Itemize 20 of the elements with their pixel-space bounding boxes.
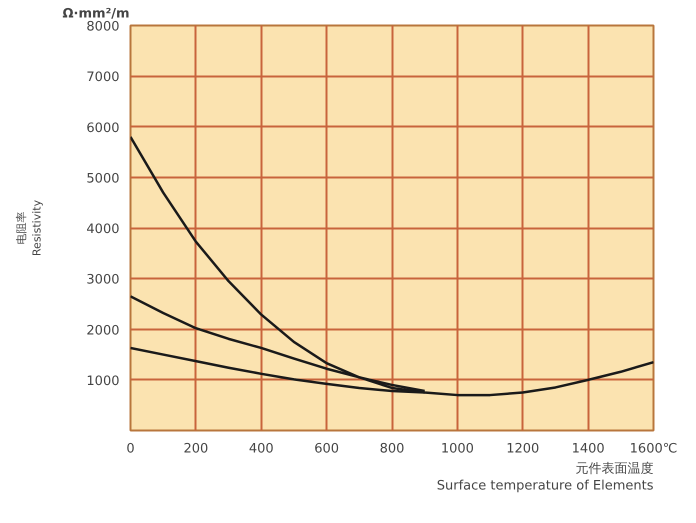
x-tick-label: 1000: [440, 442, 474, 456]
x-tick-label: 400: [248, 442, 274, 456]
x-tick-label: 600: [314, 442, 340, 456]
x-tick-label: 1400: [572, 442, 605, 456]
y-tick-label: 6000: [86, 120, 120, 136]
x-tick-label: 1200: [506, 442, 540, 456]
x-axis-title: 元件表面温度 Surface temperature of Elements: [436, 460, 654, 494]
y-tick-label: 2000: [86, 323, 120, 338]
y-tick-label: 8000: [86, 20, 120, 34]
x-tick-label: 1600℃: [630, 442, 678, 456]
y-axis-title: 电阻率 Resistivity: [14, 199, 44, 256]
y-tick-label: 1000: [86, 374, 120, 389]
x-tick-label: 200: [183, 442, 208, 456]
x-tick-label: 0: [126, 442, 135, 456]
y-tick-label: 7000: [86, 70, 120, 86]
x-tick-label: 800: [380, 442, 404, 456]
text: Ω·mm²/m: [62, 6, 130, 22]
y-tick-label: 3000: [86, 272, 120, 288]
y-tick-label: 5000: [86, 171, 120, 186]
y-tick-label: 4000: [86, 222, 120, 237]
